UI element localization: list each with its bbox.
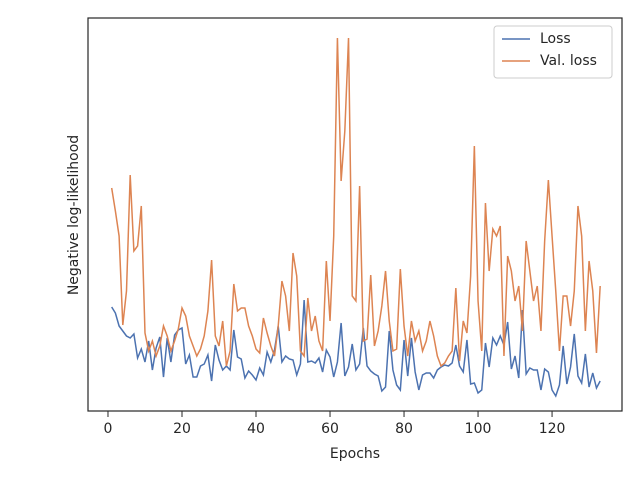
plot-frame [87,17,623,412]
x-tick-label: 20 [173,421,191,437]
line-series [111,299,601,398]
x-axis-label: Epochs [330,446,380,462]
legend-label: Loss [540,31,571,47]
x-tick-label: 0 [104,421,113,437]
x-tick-label: 40 [247,421,265,437]
legend-label: Val. loss [540,53,597,69]
line-series [110,37,601,368]
x-tick-label: 100 [465,421,492,437]
x-tick-label: 60 [321,421,339,437]
x-tick-label: 120 [539,421,566,437]
x-tick-label: 80 [395,421,413,437]
y-axis-label: Negative log-likelihood [66,135,82,295]
